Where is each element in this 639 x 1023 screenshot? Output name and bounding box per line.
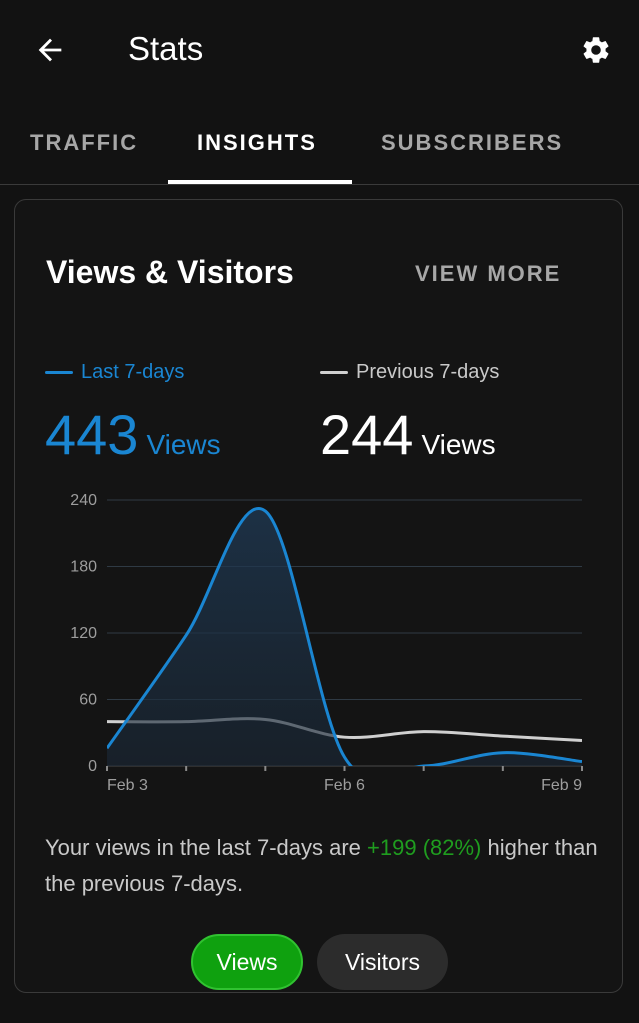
tab-bar: TRAFFIC INSIGHTS SUBSCRIBERS [0, 104, 639, 184]
legend-swatch-last [45, 371, 73, 374]
view-more-button[interactable]: VIEW MORE [415, 261, 562, 286]
last-views-unit: Views [146, 429, 221, 460]
legend-label-last: Last 7-days [81, 361, 185, 383]
visitors-toggle-button[interactable]: Visitors [317, 934, 448, 990]
settings-button[interactable] [572, 26, 620, 74]
legend-swatch-previous [320, 371, 348, 374]
y-tick-label: 60 [79, 692, 97, 709]
metric-last-7-days: 443 Views [45, 403, 221, 467]
legend-previous-7-days: Previous 7-days [320, 361, 499, 384]
previous-views-unit: Views [421, 429, 496, 460]
metric-previous-7-days: 244 Views [320, 403, 496, 467]
active-tab-indicator [168, 180, 352, 184]
page-title: Stats [128, 30, 204, 67]
tabs-divider [0, 184, 639, 185]
summary-delta: +199 (82%) [367, 835, 482, 860]
x-tick-label: Feb 6 [324, 777, 365, 794]
arrow-left-icon [38, 38, 62, 62]
tab-insights[interactable]: INSIGHTS [197, 130, 317, 155]
legend-last-7-days: Last 7-days [45, 361, 184, 384]
y-tick-label: 180 [70, 559, 97, 576]
y-tick-label: 0 [88, 758, 97, 775]
back-button[interactable] [26, 26, 74, 74]
summary-text: Your views in the last 7-days are +199 (… [45, 830, 605, 902]
y-tick-label: 120 [70, 625, 97, 642]
x-tick-label: Feb 9 [541, 777, 582, 794]
card-title: Views & Visitors [46, 254, 294, 290]
legend-label-previous: Previous 7-days [356, 361, 500, 383]
tab-traffic[interactable]: TRAFFIC [30, 130, 139, 155]
series-area-last-7-days [107, 508, 582, 766]
last-views-count: 443 [45, 403, 139, 466]
summary-prefix: Your views in the last 7-days are [45, 835, 368, 860]
views-visitors-card: Views & Visitors VIEW MORE Last 7-days P… [14, 199, 623, 993]
series-line-last-7-days [107, 507, 582, 766]
y-tick-label: 240 [70, 492, 97, 509]
app-bar: Stats [0, 0, 639, 104]
previous-views-count: 244 [320, 403, 414, 466]
tab-subscribers[interactable]: SUBSCRIBERS [381, 130, 564, 155]
summary-suffix: higher than the previous 7-days. [45, 835, 598, 896]
gear-icon [583, 37, 609, 63]
views-chart: 0 60 120 180 240 Feb 3 Feb 6 Feb 9 [70, 492, 583, 794]
views-toggle-button[interactable]: Views [191, 934, 303, 990]
x-tick-label: Feb 3 [107, 777, 148, 794]
